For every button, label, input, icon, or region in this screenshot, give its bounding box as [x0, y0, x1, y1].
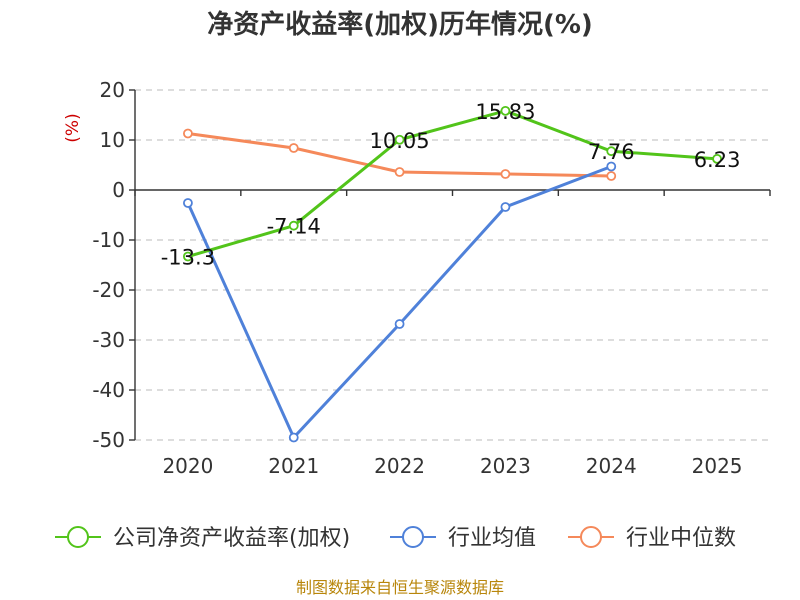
- data-point: [606, 146, 617, 157]
- data-label: 15.83: [475, 100, 535, 124]
- series-lines: [183, 105, 722, 443]
- source-note: 制图数据来自恒生聚源数据库: [296, 578, 504, 597]
- data-point: [183, 251, 193, 262]
- legend-marker: [402, 526, 424, 548]
- data-point: [183, 128, 193, 139]
- data-point: [183, 198, 193, 208]
- data-label: 10.05: [370, 129, 430, 153]
- data-point: [288, 432, 299, 443]
- y-tick-label: -50: [92, 428, 125, 452]
- y-tick-label: -20: [92, 278, 125, 302]
- y-axis-unit: (%): [63, 113, 83, 142]
- grid-lines: [135, 89, 770, 441]
- x-tick-label: 2025: [692, 454, 743, 478]
- data-point: [500, 202, 511, 212]
- x-tick-label: 2022: [374, 454, 425, 478]
- data-label: 6.23: [694, 148, 741, 172]
- y-tick-label: -10: [92, 228, 125, 252]
- data-point: [606, 161, 617, 172]
- data-point: [712, 153, 722, 164]
- data-point: [394, 319, 405, 329]
- series-line: [187, 109, 718, 258]
- x-tick-label: 2024: [586, 454, 637, 478]
- chart-title: 净资产收益率(加权)历年情况(%): [207, 9, 593, 40]
- x-tick-label: 2020: [162, 454, 213, 478]
- data-label: 7.76: [588, 140, 635, 164]
- data-point: [288, 220, 299, 231]
- y-tick-label: 20: [100, 78, 125, 102]
- x-tick-label: 2023: [480, 454, 531, 478]
- series-line: [186, 165, 612, 439]
- legend-marker: [67, 526, 89, 548]
- data-point: [500, 169, 511, 179]
- legend-label: 行业中位数: [626, 526, 736, 551]
- data-point: [394, 167, 405, 177]
- legend-marker: [580, 526, 602, 548]
- y-tick-label: -30: [92, 328, 125, 352]
- y-tick-label: 10: [100, 128, 125, 152]
- data-label: -13.3: [161, 246, 215, 270]
- data-point: [500, 105, 511, 116]
- legend-label: 公司净资产收益率(加权): [113, 526, 350, 551]
- x-tick-label: 2021: [268, 454, 319, 478]
- y-tick-label: -40: [92, 378, 125, 402]
- data-point: [394, 134, 405, 145]
- data-point: [288, 143, 299, 153]
- data-label: -7.14: [267, 215, 321, 239]
- axes: 20 10 0 -10 -20 -30 -40 -50 2020 2021 2022 2023 2024…: [92, 78, 771, 478]
- data-point: [606, 171, 617, 181]
- legend: 公司净资产收益率(加权) 行业均值 行业中位数: [55, 526, 736, 551]
- data-labels: -13.3 -7.14 10.05 15.83 7.76 6.23: [161, 100, 741, 270]
- y-tick-label: 0: [112, 178, 125, 202]
- legend-label: 行业均值: [448, 526, 536, 551]
